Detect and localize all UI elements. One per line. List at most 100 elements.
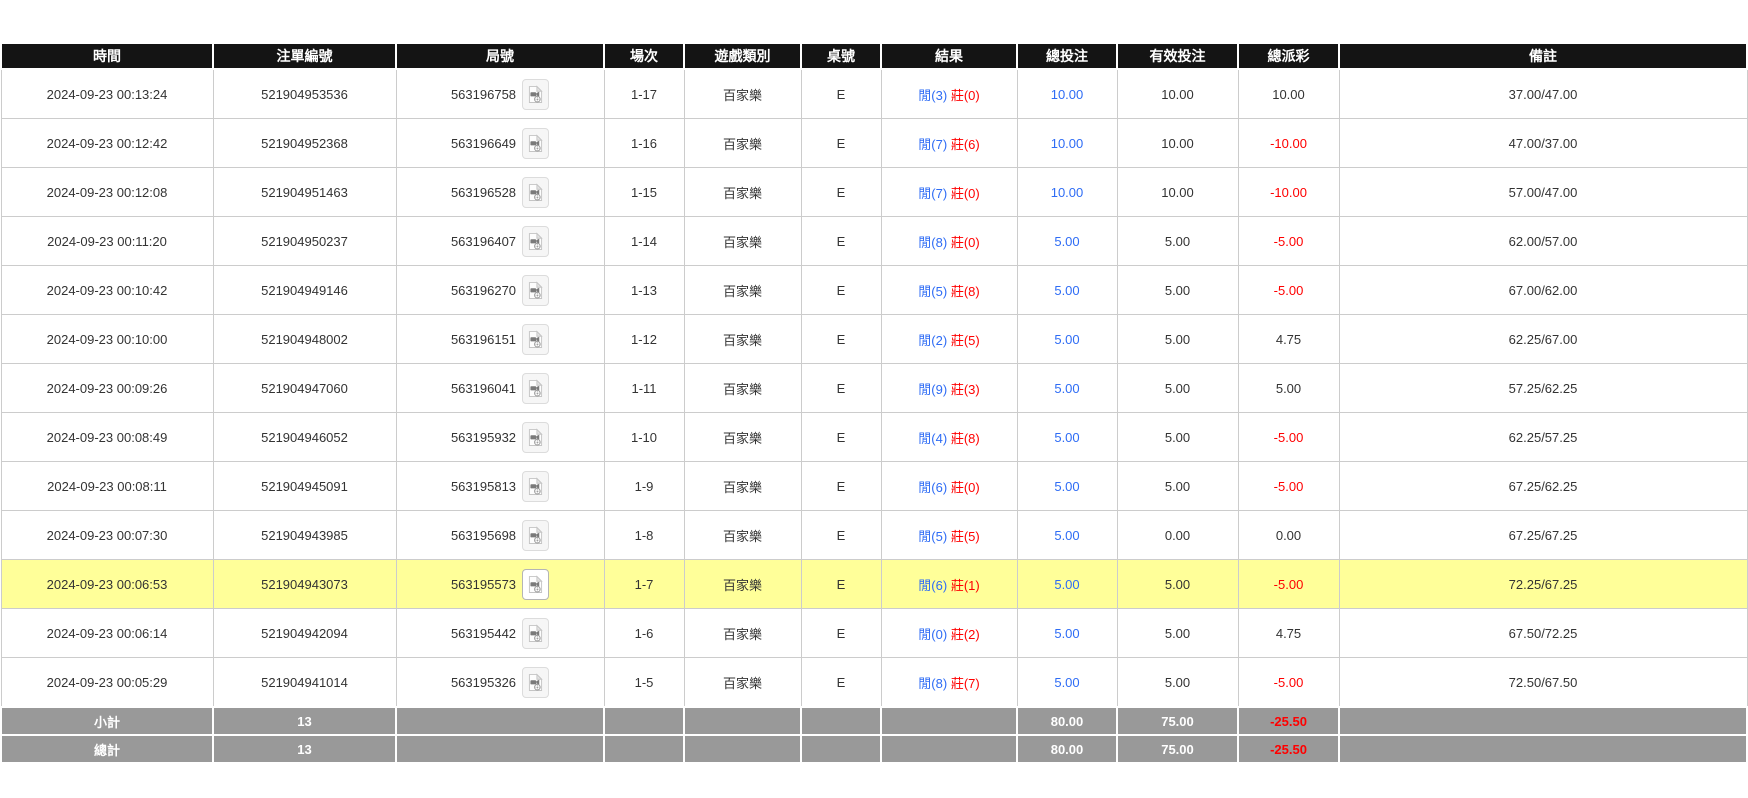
subtotal-row: 小計 13 80.00 75.00 -25.50 (0, 706, 1748, 736)
round-cell: 563195932 (395, 412, 605, 462)
total-bet-link[interactable]: 5.00 (1054, 380, 1080, 396)
time-cell: 2024-09-23 00:06:53 (0, 559, 214, 609)
video-replay-icon (528, 672, 543, 692)
total-payout-cell: -10.00 (1237, 167, 1340, 217)
video-replay-button[interactable] (522, 568, 550, 600)
total-bet-link[interactable]: 5.00 (1054, 233, 1080, 249)
game-type-cell: 百家樂 (683, 559, 802, 609)
table-no-cell: E (800, 510, 882, 560)
remark-cell: 62.25/67.00 (1338, 314, 1748, 364)
total-bet-link[interactable]: 5.00 (1054, 625, 1080, 641)
video-replay-button[interactable] (522, 666, 550, 698)
total-bet-cell: 10.00 (1016, 167, 1118, 217)
video-replay-button[interactable] (522, 323, 550, 355)
result-cell: 閒(3) 莊(0) (880, 68, 1018, 119)
result-banker: 莊(5) (950, 332, 980, 348)
session-cell: 1-10 (603, 412, 685, 462)
table-no-cell: E (800, 167, 882, 217)
grand-total-label: 總計 (0, 734, 214, 764)
remark-cell: 67.50/72.25 (1338, 608, 1748, 658)
video-replay-button[interactable] (522, 176, 550, 208)
time-cell: 2024-09-23 00:10:42 (0, 265, 214, 315)
bet-id-cell: 521904945091 (212, 461, 397, 511)
total-bet-link[interactable]: 10.00 (1050, 135, 1084, 151)
valid-bet-cell: 10.00 (1116, 167, 1239, 217)
video-replay-icon (528, 231, 543, 251)
round-number: 563195573 (450, 576, 517, 592)
bet-id-cell: 521904947060 (212, 363, 397, 413)
bet-id-cell: 521904948002 (212, 314, 397, 364)
bet-id-cell: 521904943985 (212, 510, 397, 560)
bet-id-cell: 521904949146 (212, 265, 397, 315)
footer-empty-cell (880, 706, 1018, 736)
total-bet-link[interactable]: 5.00 (1054, 331, 1080, 347)
total-bet-link[interactable]: 5.00 (1054, 282, 1080, 298)
round-cell: 563195442 (395, 608, 605, 658)
valid-bet-cell: 5.00 (1116, 608, 1239, 658)
session-cell: 1-14 (603, 216, 685, 266)
video-replay-icon (528, 84, 543, 104)
total-bet-link[interactable]: 5.00 (1054, 478, 1080, 494)
time-cell: 2024-09-23 00:12:42 (0, 118, 214, 168)
time-cell: 2024-09-23 00:08:11 (0, 461, 214, 511)
result-banker: 莊(7) (950, 675, 980, 691)
result-cell: 閒(2) 莊(5) (880, 314, 1018, 364)
time-cell: 2024-09-23 00:06:14 (0, 608, 214, 658)
total-bet-link[interactable]: 10.00 (1050, 86, 1084, 102)
remark-cell: 67.25/62.25 (1338, 461, 1748, 511)
result-player: 閒(4) (918, 430, 948, 446)
video-replay-button[interactable] (522, 225, 550, 257)
video-replay-button[interactable] (522, 470, 550, 502)
game-type-cell: 百家樂 (683, 68, 802, 119)
footer-valid-bet-cell: 75.00 (1116, 706, 1239, 736)
video-replay-button[interactable] (522, 617, 550, 649)
result-banker: 莊(6) (950, 136, 980, 152)
video-replay-button[interactable] (522, 519, 550, 551)
result-player: 閒(6) (918, 479, 948, 495)
result-cell: 閒(7) 莊(0) (880, 167, 1018, 217)
total-payout-cell: -5.00 (1237, 461, 1340, 511)
bet-id-cell: 521904951463 (212, 167, 397, 217)
round-cell: 563196041 (395, 363, 605, 413)
total-payout-cell: -5.00 (1237, 216, 1340, 266)
footer-empty-cell (1338, 706, 1748, 736)
video-replay-icon (528, 574, 543, 594)
result-player: 閒(2) (918, 332, 948, 348)
game-type-cell: 百家樂 (683, 608, 802, 658)
round-number: 563195932 (450, 429, 517, 445)
total-bet-link[interactable]: 5.00 (1054, 576, 1080, 592)
total-bet-link[interactable]: 5.00 (1054, 527, 1080, 543)
result-cell: 閒(4) 莊(8) (880, 412, 1018, 462)
remark-cell: 62.25/57.25 (1338, 412, 1748, 462)
video-replay-button[interactable] (522, 127, 550, 159)
round-number: 563196270 (450, 282, 517, 298)
total-bet-link[interactable]: 10.00 (1050, 184, 1084, 200)
session-cell: 1-5 (603, 657, 685, 708)
time-cell: 2024-09-23 00:07:30 (0, 510, 214, 560)
time-cell: 2024-09-23 00:10:00 (0, 314, 214, 364)
result-banker: 莊(0) (950, 185, 980, 201)
footer-empty-cell (800, 734, 882, 764)
result-cell: 閒(5) 莊(8) (880, 265, 1018, 315)
round-cell: 563195326 (395, 657, 605, 708)
video-replay-button[interactable] (522, 274, 550, 306)
result-banker: 莊(1) (950, 577, 980, 593)
table-no-cell: E (800, 314, 882, 364)
video-replay-icon (528, 182, 543, 202)
total-bet-cell: 10.00 (1016, 118, 1118, 168)
round-number: 563195326 (450, 674, 517, 690)
total-bet-link[interactable]: 5.00 (1054, 674, 1080, 690)
video-replay-button[interactable] (522, 372, 550, 404)
footer-empty-cell (395, 706, 605, 736)
table-row: 2024-09-23 00:11:20 521904950237 563196407… (0, 216, 1748, 266)
result-player: 閒(3) (918, 87, 948, 103)
result-banker: 莊(3) (950, 381, 980, 397)
table-row: 2024-09-23 00:10:42 521904949146 563196270… (0, 265, 1748, 315)
session-cell: 1-8 (603, 510, 685, 560)
total-bet-link[interactable]: 5.00 (1054, 429, 1080, 445)
video-replay-icon (528, 525, 543, 545)
result-cell: 閒(6) 莊(1) (880, 559, 1018, 609)
video-replay-button[interactable] (522, 421, 550, 453)
video-replay-button[interactable] (522, 78, 550, 110)
remark-cell: 57.00/47.00 (1338, 167, 1748, 217)
